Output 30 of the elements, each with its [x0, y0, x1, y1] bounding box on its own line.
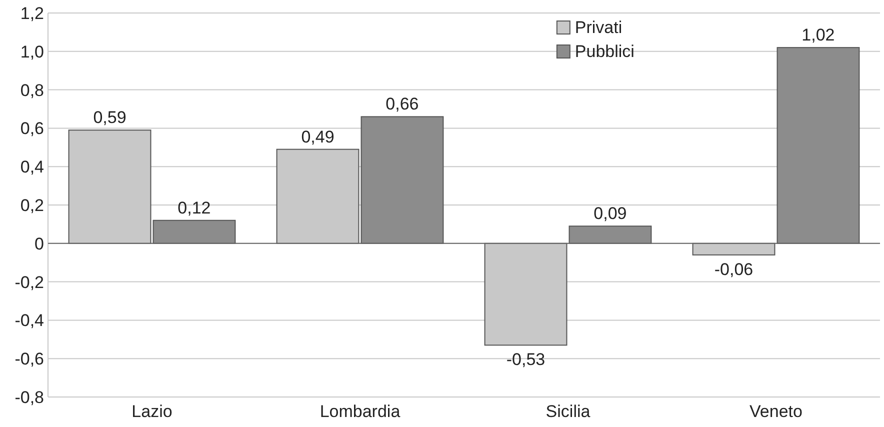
data-label: 1,02	[802, 26, 835, 45]
data-label: 0,12	[178, 198, 211, 218]
x-tick-label: Lombardia	[320, 402, 401, 421]
x-tick-label: Lazio	[132, 402, 172, 421]
y-tick-label: -0,2	[14, 272, 44, 292]
bar	[152, 220, 236, 244]
bar	[360, 116, 444, 244]
y-tick-label: -0,8	[14, 388, 44, 407]
y-tick-label: 0,6	[20, 119, 44, 138]
bar	[776, 47, 860, 244]
y-tick-label: 0	[34, 234, 44, 254]
data-label: 0,59	[93, 108, 126, 128]
y-tick-label: 0,2	[20, 196, 44, 215]
data-label: 0,09	[594, 204, 627, 224]
y-tick-label: 1,0	[20, 42, 44, 62]
x-tick-label: Veneto	[750, 402, 802, 421]
y-tick-label: 0,8	[20, 80, 44, 100]
data-label: 0,66	[386, 94, 419, 114]
data-label: -0,53	[506, 350, 546, 370]
y-tick-label: -0,4	[14, 311, 44, 330]
legend-label: Pubblici	[574, 42, 634, 61]
data-label: 0,49	[301, 127, 334, 146]
y-tick-label: -0,6	[14, 350, 44, 369]
legend-label: Privati	[574, 18, 622, 37]
y-tick-label: 1,2	[20, 4, 44, 23]
bar	[692, 242, 776, 256]
x-tick-label: Sicilia	[546, 402, 591, 421]
data-label: -0,06	[714, 260, 754, 279]
bar	[568, 226, 652, 244]
y-tick-label: 0,4	[20, 158, 44, 177]
